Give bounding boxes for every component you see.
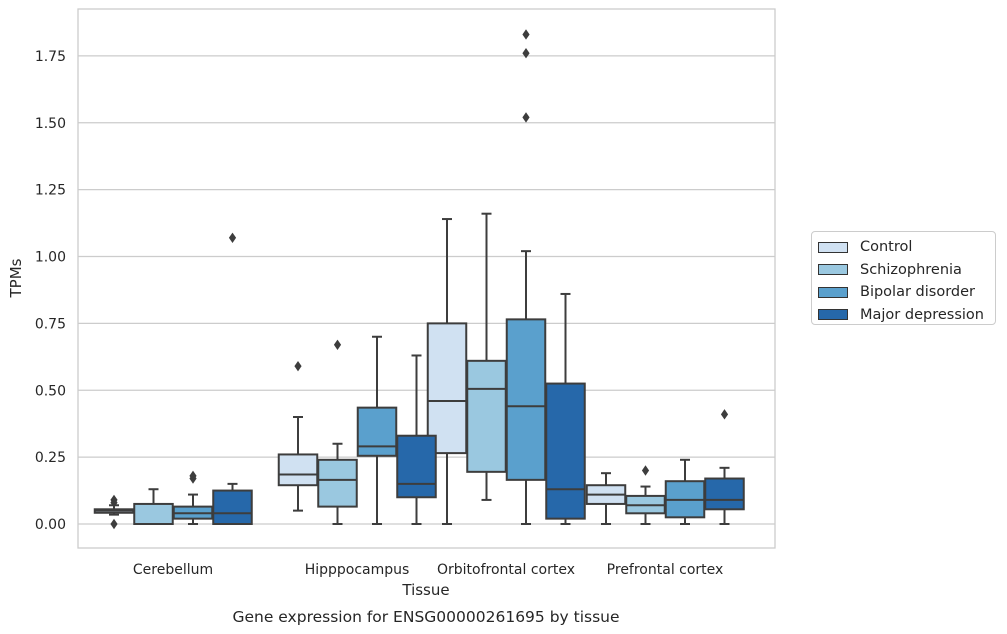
y-tick-label: 1.50 [35, 116, 66, 132]
y-tick-label: 0.25 [35, 450, 66, 466]
box [704, 477, 745, 511]
legend-item: Major depression [818, 304, 995, 327]
legend-item: Bipolar disorder [818, 281, 995, 304]
x-axis-label: Tissue [401, 581, 449, 599]
legend-label: Major depression [860, 306, 984, 323]
y-tick-label: 0.75 [35, 316, 66, 332]
outlier-point [189, 470, 197, 482]
legend-item: Schizophrenia [818, 259, 995, 282]
box-group [466, 212, 507, 501]
legend-swatch [818, 241, 848, 253]
box-group [704, 409, 745, 525]
legend-swatch [818, 286, 848, 298]
legend-label: Control [860, 239, 913, 256]
y-tick-label: 0.00 [35, 517, 66, 533]
x-tick-label: Cerebellum [133, 562, 213, 578]
legend-swatch [818, 309, 848, 321]
legend: Control Schizophrenia Bipolar disorder Majo… [811, 231, 996, 325]
outlier-point [110, 494, 118, 506]
box [277, 453, 319, 487]
outlier-point [333, 339, 342, 350]
x-tick-label: Prefrontal cortex [607, 562, 724, 578]
box [505, 318, 547, 481]
box-group [212, 232, 253, 525]
box-group [396, 354, 437, 525]
outlier-point [228, 232, 237, 243]
outlier-point [522, 29, 530, 40]
y-tick-label: 0.50 [35, 383, 66, 399]
box [426, 322, 468, 455]
legend-swatch [818, 264, 848, 276]
x-axis-ticks: Cerebellum Hipppocampus Orbitofrontal cort… [133, 562, 723, 578]
x-tick-label: Orbitofrontal cortex [437, 562, 575, 578]
box [212, 489, 253, 525]
outlier-point [641, 465, 650, 476]
box-group [133, 488, 174, 525]
y-tick-label: 1.00 [35, 250, 66, 266]
y-axis-label: TPMs [7, 258, 25, 298]
box [356, 406, 398, 457]
box-group [356, 335, 398, 525]
y-tick-label: 1.25 [35, 183, 66, 199]
y-tick-label: 1.75 [35, 49, 66, 65]
box-series [93, 29, 745, 530]
legend-label: Bipolar disorder [860, 284, 975, 301]
box-group [585, 472, 627, 525]
box [545, 382, 586, 520]
outlier-point [110, 518, 118, 530]
box [396, 434, 437, 499]
box-group [505, 29, 547, 525]
legend-label: Schizophrenia [860, 261, 962, 278]
chart-caption: Gene expression for ENSG00000261695 by t… [232, 608, 619, 626]
box-group [277, 360, 319, 512]
outlier-point [294, 360, 302, 372]
box [317, 458, 358, 508]
box-group [545, 292, 586, 525]
outlier-point [522, 112, 530, 123]
x-tick-label: Hipppocampus [305, 562, 410, 578]
box [466, 359, 507, 473]
outlier-point [522, 48, 530, 59]
y-axis-ticks: 0.00 0.25 0.50 0.75 1.00 1.25 1.50 1.75 [35, 49, 66, 533]
box [133, 502, 174, 525]
outlier-point [720, 409, 729, 420]
legend-item: Control [818, 236, 995, 259]
box-group [172, 470, 214, 525]
box-group [317, 339, 358, 525]
